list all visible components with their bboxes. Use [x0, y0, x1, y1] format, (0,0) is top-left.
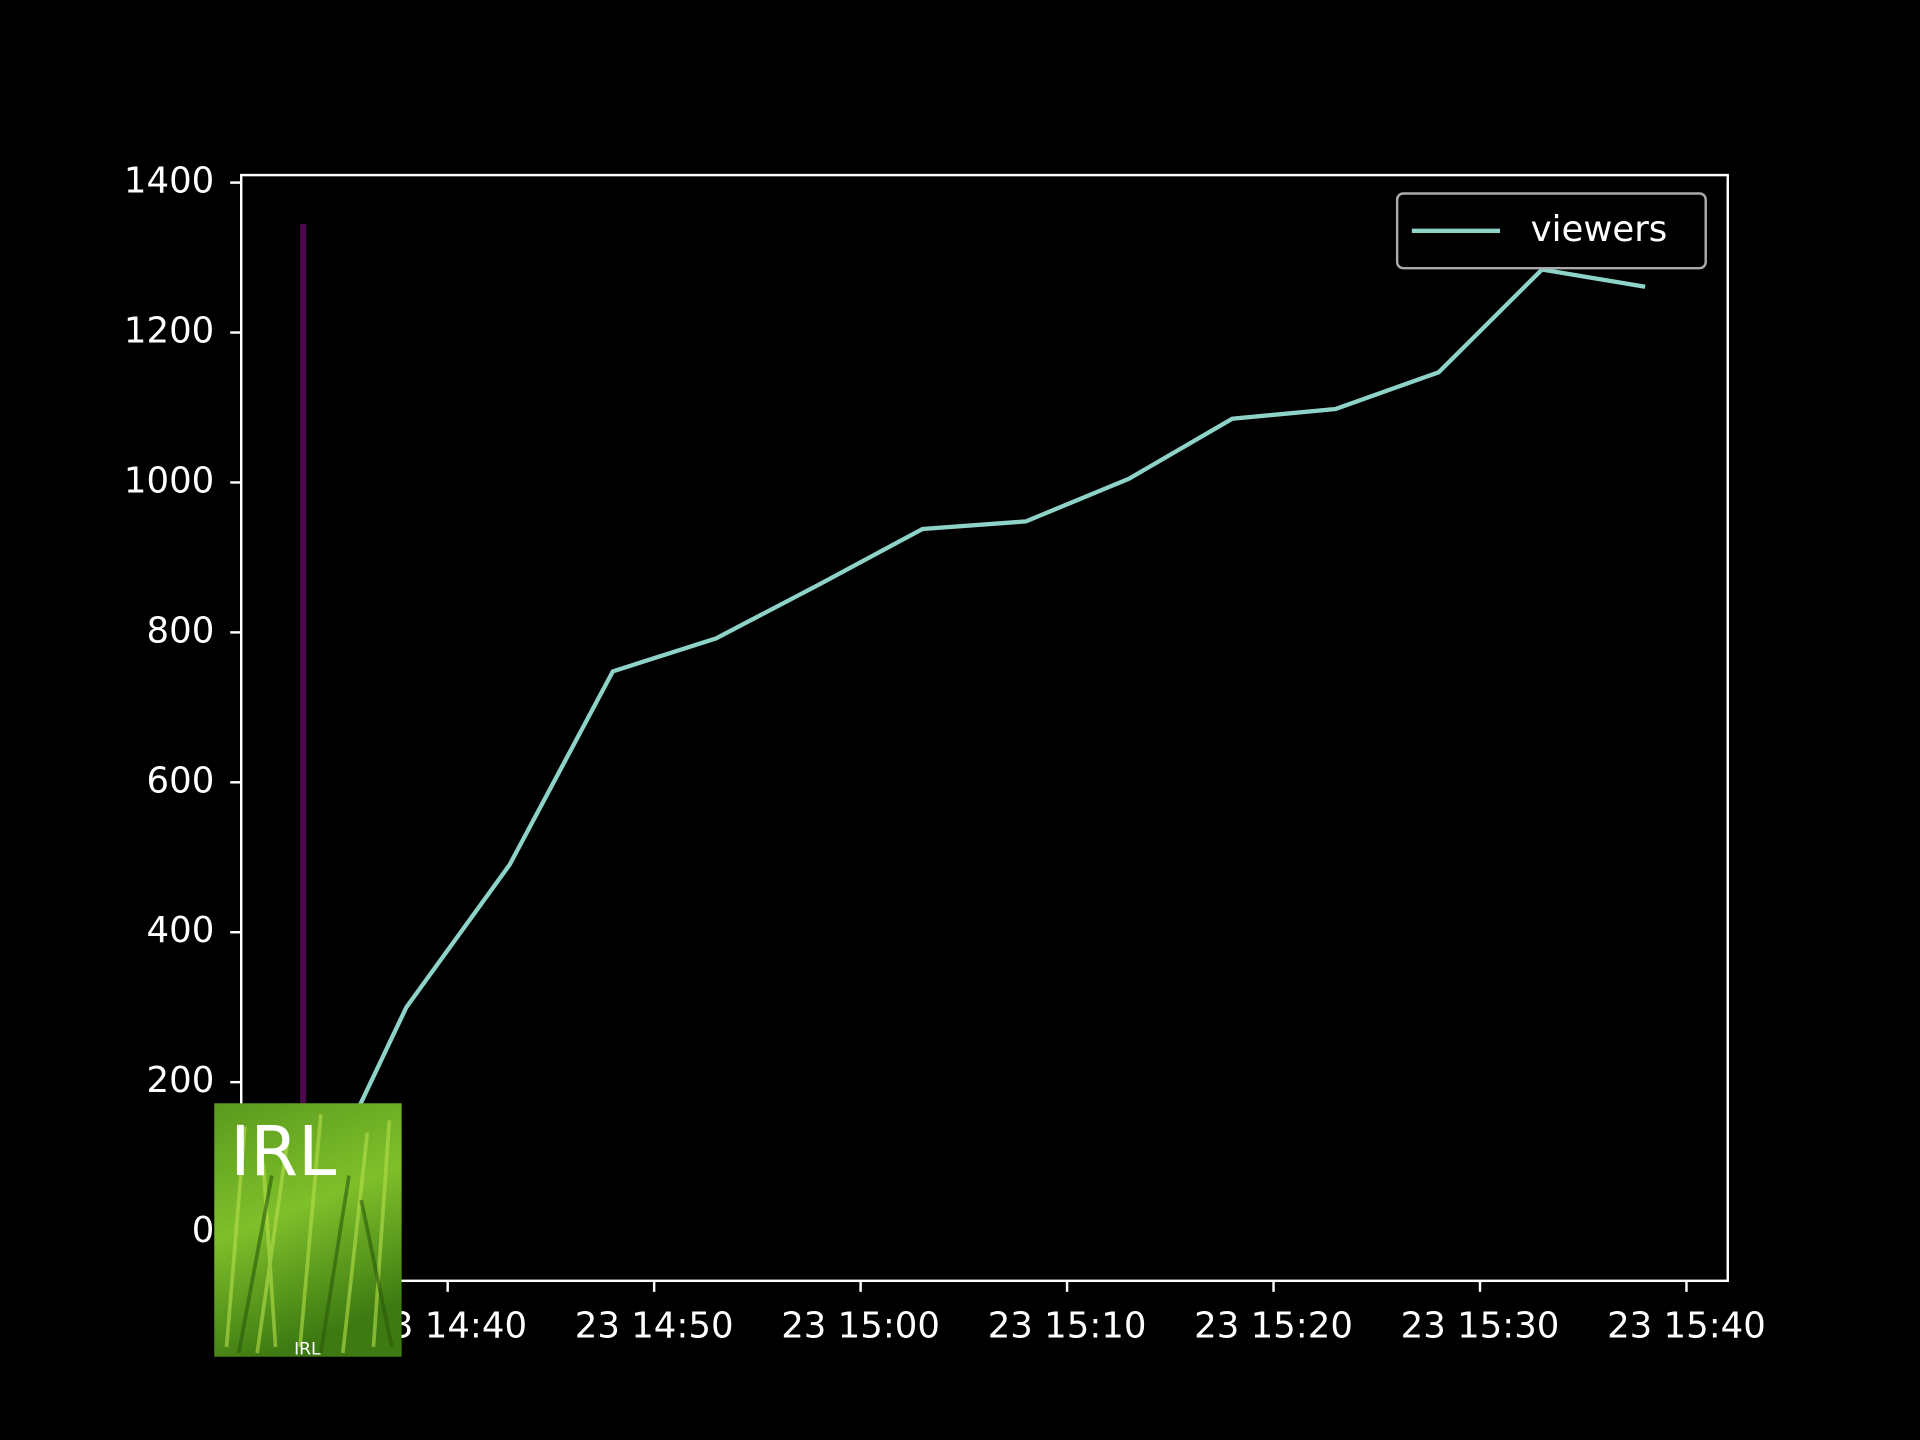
x-tick-label: 23 15:40 — [1607, 1305, 1766, 1346]
thumbnail-title: IRL — [230, 1112, 336, 1192]
x-tick-label: 23 15:20 — [1194, 1305, 1353, 1346]
y-tick-label: 400 — [147, 910, 215, 951]
y-tick-label: 0 — [192, 1210, 215, 1251]
legend-label: viewers — [1531, 209, 1668, 250]
x-tick-label: 23 15:00 — [781, 1305, 940, 1346]
y-tick-label: 600 — [147, 760, 215, 801]
legend-box — [1395, 192, 1707, 270]
x-tick-label: 23 14:50 — [575, 1305, 734, 1346]
thumbnail: IRL IRL — [214, 1103, 402, 1359]
y-tick-label: 800 — [147, 610, 215, 651]
x-tick-label: 23 15:10 — [988, 1305, 1147, 1346]
y-tick-label: 200 — [147, 1060, 215, 1101]
y-tick-label: 1000 — [124, 460, 214, 501]
thumbnail-caption: IRL — [294, 1339, 321, 1359]
plot-frame — [240, 173, 1729, 1283]
y-tick-label: 1400 — [124, 161, 214, 202]
grass-shadows — [236, 1175, 394, 1354]
y-tick-label: 1200 — [124, 311, 214, 352]
grass-streaks — [224, 1114, 392, 1354]
series-line — [301, 267, 1646, 1226]
x-tick-label: 23 15:30 — [1401, 1305, 1560, 1346]
